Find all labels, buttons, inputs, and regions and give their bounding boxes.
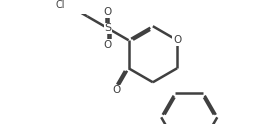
Text: O: O: [113, 85, 121, 95]
Text: S: S: [104, 23, 112, 33]
Text: O: O: [173, 35, 181, 45]
Text: O: O: [104, 40, 112, 50]
Text: Cl: Cl: [56, 0, 65, 10]
Text: O: O: [104, 7, 112, 17]
